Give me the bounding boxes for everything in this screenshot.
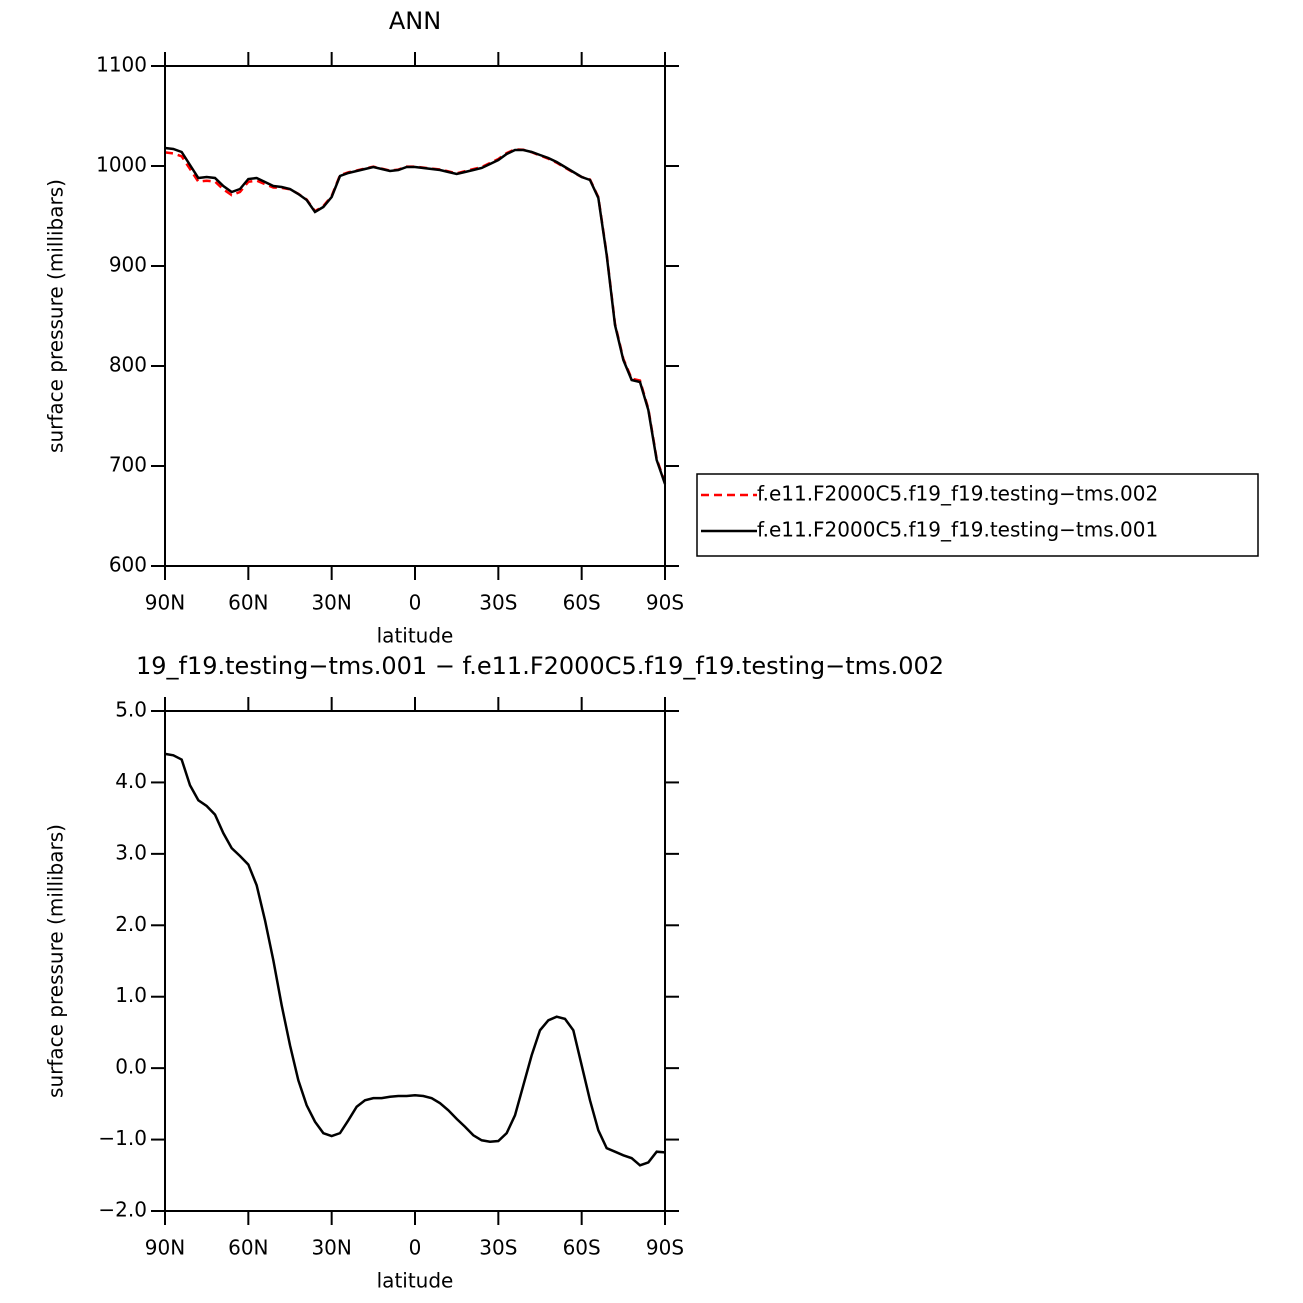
x-tick-label: 90N [145, 591, 185, 615]
y-tick-label: 600 [109, 553, 147, 577]
x-tick-label: 90N [145, 1236, 185, 1260]
y-axis-label: surface pressure (millibars) [44, 179, 68, 453]
data-line [164, 752, 666, 1167]
plot-frame [164, 65, 666, 567]
data-line [164, 146, 667, 485]
plot-frame [164, 710, 666, 1212]
x-tick-label: 60N [228, 1236, 268, 1260]
x-tick-label: 30N [311, 591, 351, 615]
chart-title: 19_f19.testing−tms.001 − f.e11.F2000C5.f… [136, 652, 944, 680]
y-axis-label: surface pressure (millibars) [44, 824, 68, 1098]
y-tick-label: −2.0 [98, 1198, 147, 1222]
y-tick-label: 3.0 [115, 840, 147, 864]
x-tick-label: 0 [409, 1236, 422, 1260]
y-tick-label: 0.0 [115, 1055, 147, 1079]
x-tick-label: 60S [563, 1236, 601, 1260]
x-tick-label: 0 [409, 591, 422, 615]
y-tick-label: 1100 [96, 53, 147, 77]
y-tick-label: 5.0 [115, 698, 147, 722]
y-tick-label: 4.0 [115, 769, 147, 793]
y-tick-label: 900 [109, 253, 147, 277]
legend-label: f.e11.F2000C5.f19_f19.testing−tms.001 [757, 518, 1158, 542]
x-tick-label: 30N [311, 1236, 351, 1260]
legend-box [696, 473, 1259, 557]
y-tick-label: 800 [109, 353, 147, 377]
x-tick-label: 90S [646, 591, 684, 615]
chart-title: ANN [389, 7, 441, 35]
x-tick-label: 60S [563, 591, 601, 615]
data-line [164, 148, 667, 484]
x-tick-label: 30S [479, 1236, 517, 1260]
x-tick-label: 60N [228, 591, 268, 615]
y-tick-label: 1.0 [115, 983, 147, 1007]
y-tick-label: 2.0 [115, 912, 147, 936]
x-axis-label: latitude [377, 624, 454, 648]
y-tick-label: 700 [109, 453, 147, 477]
x-tick-label: 30S [479, 591, 517, 615]
x-axis-label: latitude [377, 1269, 454, 1293]
y-tick-label: 1000 [96, 153, 147, 177]
x-tick-label: 90S [646, 1236, 684, 1260]
legend-label: f.e11.F2000C5.f19_f19.testing−tms.002 [757, 482, 1158, 506]
y-tick-label: −1.0 [98, 1126, 147, 1150]
